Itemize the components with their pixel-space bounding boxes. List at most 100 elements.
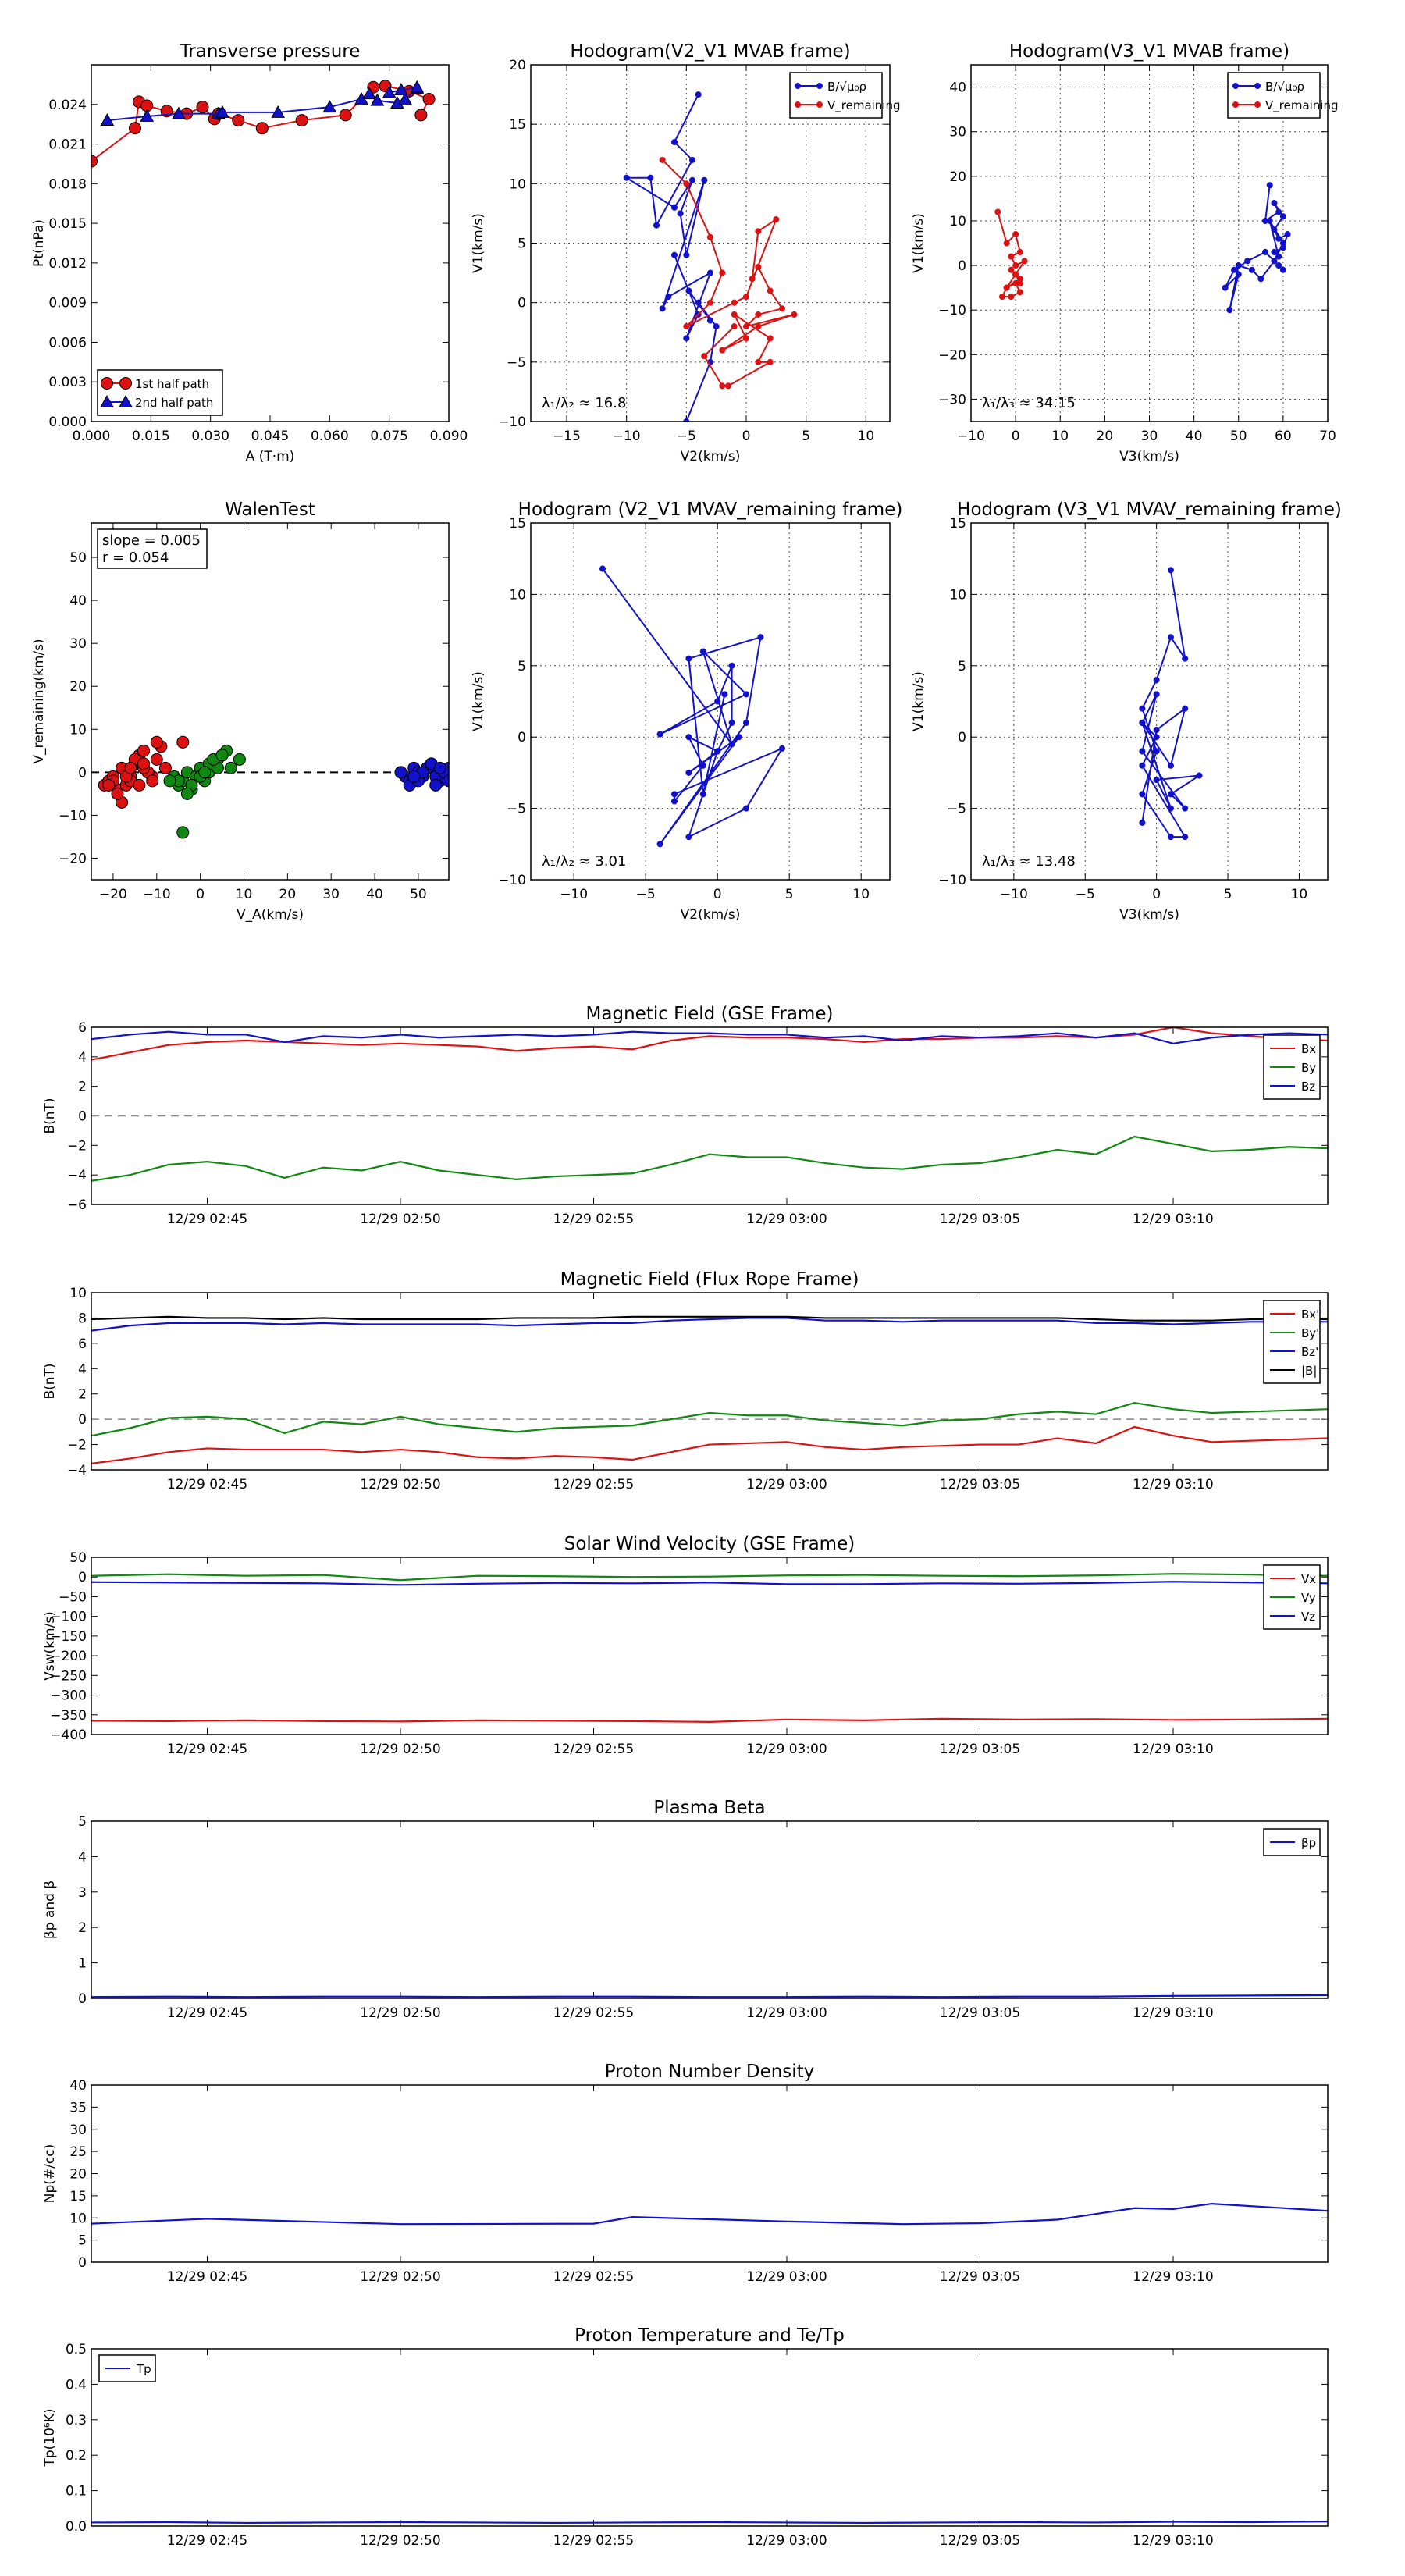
data-point (1235, 262, 1242, 269)
data-point (196, 101, 209, 114)
data-point (1153, 677, 1160, 684)
y-tick-label: 10 (69, 1286, 87, 1301)
data-point (742, 294, 750, 301)
x-tick-label: 12/29 02:50 (360, 1477, 440, 1493)
data-point (1153, 691, 1160, 698)
chart-hodogram_v3_v1_mvab: Hodogram(V3_V1 MVAB frame) −10 0 10 20 30 40 50… (911, 41, 1339, 464)
y-tick-label: −20 (938, 347, 966, 363)
data-point (1275, 235, 1282, 242)
x-tick-label: 0 (1152, 887, 1161, 902)
data-point (1139, 762, 1146, 769)
legend-marker (119, 377, 132, 390)
data-point (1167, 567, 1174, 574)
data-point (714, 698, 721, 705)
y-tick-label: 0.012 (48, 256, 87, 272)
y-axis-label: V1(km/s) (911, 671, 927, 731)
data-point (232, 114, 245, 127)
plot-frame (530, 522, 891, 881)
y-tick-label: 2 (78, 1387, 87, 1403)
legend-marker (816, 101, 823, 109)
legend-label: Bx (1301, 1042, 1316, 1056)
x-tick-label: 0.030 (191, 429, 229, 444)
stats-text: r = 0.054 (102, 550, 169, 566)
chart-walen_test: WalenTest −20 −10 0 10 20 30 40 50 −20 −10 0 10 20 30 4… (31, 500, 450, 923)
x-tick-label: 12/29 02:45 (167, 1742, 247, 1757)
stats-text: slope = 0.005 (102, 532, 201, 549)
legend-label: B/√μ₀ρ (1265, 80, 1304, 94)
data-point (653, 222, 660, 229)
data-point (233, 753, 246, 766)
x-tick-label: 12/29 03:05 (940, 1212, 1020, 1227)
x-tick-label: 40 (366, 887, 383, 902)
data-point (124, 761, 137, 774)
plot-frame (91, 522, 450, 881)
x-tick-label: 60 (1275, 429, 1292, 444)
chart-title: Solar Wind Velocity (GSE Frame) (564, 1534, 855, 1554)
y-axis-label: Tp(10⁶K) (42, 2408, 58, 2467)
data-point (719, 347, 726, 354)
x-tick-label: 12/29 03:10 (1133, 1212, 1213, 1227)
y-tick-label: −400 (50, 1727, 87, 1743)
data-point (1271, 248, 1278, 255)
data-point (137, 757, 151, 770)
data-point (128, 122, 141, 135)
data-point (322, 100, 337, 113)
y-tick-label: 5 (958, 659, 966, 674)
legend-marker (1232, 82, 1240, 90)
y-tick-label: 0 (78, 765, 87, 781)
data-point (140, 109, 155, 122)
data-point (433, 761, 446, 774)
y-tick-label: 30 (69, 2122, 87, 2138)
data-point (1153, 748, 1160, 755)
x-tick-label: 12/29 02:50 (360, 2269, 440, 2285)
x-tick-label: 5 (1224, 887, 1232, 902)
plot-frame (91, 1557, 1329, 1735)
y-tick-label: 10 (509, 176, 526, 192)
data-layer (91, 2202, 1328, 2226)
y-tick-label: 10 (69, 2211, 87, 2226)
y-tick-label: −50 (59, 1589, 87, 1605)
legend-marker (794, 82, 802, 90)
x-tick-label: 0.015 (132, 429, 170, 444)
y-tick-label: 1 (78, 1956, 87, 1972)
legend-label: |B| (1301, 1364, 1317, 1378)
data-point (1167, 834, 1174, 841)
chart-title: WalenTest (225, 500, 315, 520)
y-tick-label: 0 (958, 730, 966, 745)
x-tick-label: 12/29 02:55 (553, 1742, 634, 1757)
data-point (1016, 289, 1023, 296)
legend-label: V_remaining (1265, 98, 1339, 113)
data-point (757, 634, 764, 641)
x-tick-label: −20 (99, 887, 127, 902)
data-point (699, 762, 706, 769)
data-point (382, 85, 397, 98)
data-point (755, 323, 762, 330)
data-layer (623, 91, 798, 422)
y-tick-label: −5 (507, 355, 526, 371)
y-tick-label: −100 (50, 1610, 87, 1625)
chart-solar_wind_velocity: Solar Wind Velocity (GSE Frame) 12/29 02:… (42, 1534, 1329, 1757)
legend-label: By' (1301, 1326, 1319, 1340)
x-tick-label: −15 (553, 429, 581, 444)
x-tick-label: −5 (677, 429, 696, 444)
data-point (1153, 734, 1160, 741)
legend-label: 1st half path (135, 377, 209, 391)
chart-hodogram_v3_v1_mvav: Hodogram (V3_V1 MVAV_remaining frame) −10… (911, 500, 1342, 923)
data-layer (91, 80, 436, 168)
data-point (1021, 258, 1028, 265)
data-layer (994, 182, 1291, 314)
data-layer (91, 1994, 1328, 1998)
data-layer (91, 1027, 1328, 1182)
data-point (742, 719, 750, 726)
data-point (728, 719, 735, 726)
x-tick-label: 0 (196, 887, 205, 902)
chart-proton_temperature: Proton Temperature and Te/Tp 12/29 02:45 1… (42, 2325, 1329, 2549)
data-point (994, 208, 1001, 215)
series-line-B/√μ₀ρ (624, 94, 717, 422)
data-point (677, 210, 684, 217)
plot-frame (970, 64, 1329, 422)
data-point (701, 176, 708, 183)
data-point (1244, 258, 1251, 265)
plot-frame (91, 2084, 1329, 2263)
y-tick-label: 15 (509, 516, 526, 532)
